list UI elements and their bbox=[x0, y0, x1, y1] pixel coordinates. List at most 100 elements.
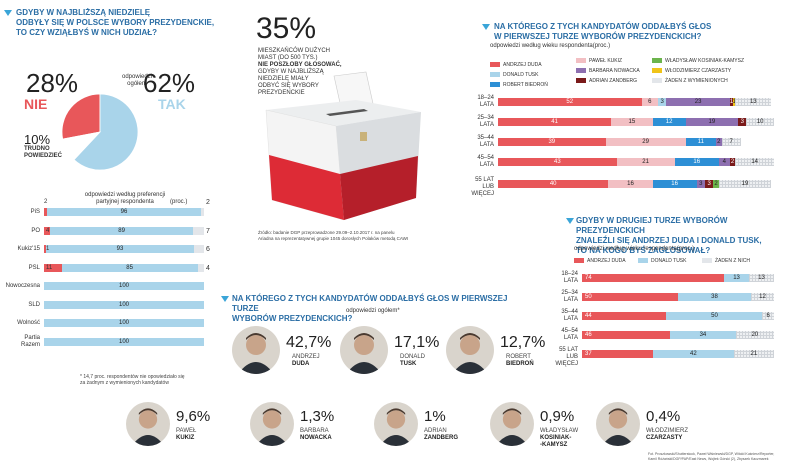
legend-swatch bbox=[702, 258, 712, 264]
candidate-last-name: NOWACKA bbox=[300, 435, 332, 441]
candidate-percent: 17,1% bbox=[394, 334, 440, 351]
overall-label-line: odpowiedzi bbox=[121, 74, 153, 80]
dk-percent: 10% bbox=[24, 132, 51, 147]
age-label-line: 45–54 bbox=[477, 155, 494, 161]
party-label: Wolność bbox=[17, 320, 40, 326]
person-icon bbox=[255, 408, 289, 446]
party-bar-segment: 96 bbox=[47, 208, 201, 216]
q2-bar-segment: 23 bbox=[666, 98, 730, 106]
q3-title-line: ZNALEŹLI SIĘ ANDRZEJ DUDA I DONALD TUSK, bbox=[576, 236, 762, 245]
party-bar-segment bbox=[194, 245, 204, 253]
party-bar-row: 100 bbox=[44, 282, 204, 290]
age-label-line: 45–54 bbox=[561, 328, 578, 334]
party-dk-value: 6 bbox=[206, 246, 210, 253]
legend-swatch bbox=[652, 58, 662, 64]
q2-bar-row: 52 6 3 23 1 1 13 bbox=[498, 98, 774, 106]
party-label: PSL bbox=[28, 264, 40, 271]
age-label-line: LATA bbox=[563, 316, 578, 322]
candidate-first-name: ROBERT bbox=[506, 354, 531, 360]
footnote-line: za żadnym z wymienionych kandydatów bbox=[80, 380, 169, 386]
legend-item: ŻADEN Z WYMIENIONYCH bbox=[652, 78, 728, 84]
q2-bar-segment: 1 bbox=[732, 98, 736, 106]
parties-caption-line: partyjnej respondenta bbox=[96, 199, 154, 205]
person-icon bbox=[238, 333, 274, 374]
candidate-last-name: TUSK bbox=[400, 361, 417, 367]
q2-bar-segment: 29 bbox=[605, 138, 686, 146]
candidate-photo bbox=[596, 402, 640, 446]
candidate-last-name: -KAMYSZ bbox=[540, 442, 568, 448]
candidate-percent: 0,9% bbox=[540, 408, 575, 425]
party-bar-segment: 100 bbox=[44, 282, 204, 290]
party-label: SLD bbox=[28, 301, 40, 308]
pie-slice bbox=[62, 131, 102, 161]
legend-swatch bbox=[490, 72, 500, 78]
ballot-text-line: GDYBY W NAJBLIŻSZĄ bbox=[258, 69, 324, 75]
q3-caption: odpowiedzi według wieku respondenta(proc… bbox=[574, 246, 694, 253]
no-percent: 28% bbox=[26, 68, 79, 98]
party-label: PiS bbox=[30, 209, 40, 215]
party-no-value: 2 bbox=[44, 199, 48, 205]
q2-caption-text: odpowiedzi według wieku respondenta bbox=[490, 43, 593, 49]
candidate-last-name: DUDA bbox=[292, 361, 310, 367]
age-label-line: WIĘCEJ bbox=[555, 361, 578, 367]
q3-unit: (proc.) bbox=[676, 246, 695, 252]
q3-bar-segment: 12 bbox=[750, 293, 774, 301]
ballot-box-illustration bbox=[265, 71, 421, 221]
q3-bar-segment: 42 bbox=[653, 350, 734, 358]
person-icon bbox=[495, 408, 529, 446]
ballot-text-line: MIESZKAŃCÓW DUŻYCH bbox=[258, 48, 330, 54]
age-label: 55 LAT LUB WIĘCEJ bbox=[540, 347, 578, 368]
q1-title: GDYBY W NAJBLIŻSZĄ NIEDZIELĘ ODBYŁY SIĘ … bbox=[16, 8, 226, 38]
section-arrow-icon bbox=[221, 296, 229, 302]
candidate-last-name: CZARZASTY bbox=[646, 435, 683, 441]
legend-swatch bbox=[576, 68, 586, 74]
overall-label: odpowiedzi ogółem bbox=[118, 74, 156, 88]
party-bar-row: 96 bbox=[44, 208, 204, 216]
age-label: 18–24 LATA bbox=[456, 95, 494, 109]
q2-bar-segment: 1 bbox=[729, 98, 733, 106]
q2-bar-segment: 7 bbox=[721, 138, 741, 146]
legend-swatch bbox=[574, 258, 584, 264]
party-no-value: 11 bbox=[46, 264, 53, 271]
party-bar-segment: 85 bbox=[61, 263, 198, 272]
q2-bar-segment: 19 bbox=[718, 180, 772, 188]
q4-title-line: WYBORÓW PREZYDENCKICH? bbox=[232, 314, 353, 323]
party-label-line: Partia bbox=[24, 334, 40, 341]
legend-label: ŻADEN Z NICH bbox=[715, 258, 750, 264]
q4-title: NA KTÓREGO Z TYCH KANDYDATÓW ODDAŁBYŚ GŁ… bbox=[232, 294, 532, 324]
no-label: NIE bbox=[24, 96, 48, 112]
q2-bar-segment: 40 bbox=[498, 180, 609, 188]
age-label-line: 55 LAT bbox=[559, 347, 578, 353]
legend-item: BARBARA NOWACKA bbox=[576, 68, 640, 74]
candidate-photo bbox=[490, 402, 534, 446]
candidate-percent: 1% bbox=[424, 408, 446, 425]
ballot-text-line: ODBYĆ SIĘ WYBORY bbox=[258, 83, 319, 89]
candidate-percent: 0,4% bbox=[646, 408, 681, 425]
legend-item: DONALD TUSK bbox=[490, 72, 538, 78]
party-bar-segment bbox=[44, 208, 48, 216]
legend-label: DONALD TUSK bbox=[503, 72, 539, 78]
party-label: PO bbox=[31, 227, 40, 234]
section-arrow-icon bbox=[4, 10, 12, 16]
age-label-line: LATA bbox=[479, 162, 494, 168]
q2-bar-segment: 11 bbox=[685, 138, 717, 146]
party-bar-row: 89 bbox=[44, 226, 204, 235]
candidate-percent: 9,6% bbox=[176, 408, 211, 425]
party-bar-row: 100 bbox=[44, 337, 204, 346]
age-label: 25–34 LATA bbox=[540, 290, 578, 304]
q3-title-line: TO NA KOGO BYŚ ZAGŁOSOWAŁ? bbox=[576, 246, 711, 255]
party-label-line: Razem bbox=[20, 341, 40, 348]
candidate-name: WŁADYSŁAW KOSINIAK- -KAMYSZ bbox=[540, 428, 578, 449]
q2-bar-segment: 4 bbox=[718, 158, 730, 166]
age-label: 25–34 LATA bbox=[456, 115, 494, 129]
candidate-percent: 42,7% bbox=[286, 334, 332, 351]
legend-label: PAWEŁ KUKIZ bbox=[589, 58, 623, 64]
party-bar-segment: 100 bbox=[44, 337, 204, 346]
person-icon bbox=[452, 333, 488, 374]
q2-bar-segment: 3 bbox=[738, 118, 747, 126]
candidate-first-name: ADRIAN bbox=[424, 428, 447, 434]
age-label-line: 25–34 bbox=[477, 115, 494, 121]
party-bar-segment: 100 bbox=[44, 300, 204, 309]
age-label: 18–24 LATA bbox=[540, 271, 578, 285]
legend-swatch bbox=[638, 258, 648, 264]
